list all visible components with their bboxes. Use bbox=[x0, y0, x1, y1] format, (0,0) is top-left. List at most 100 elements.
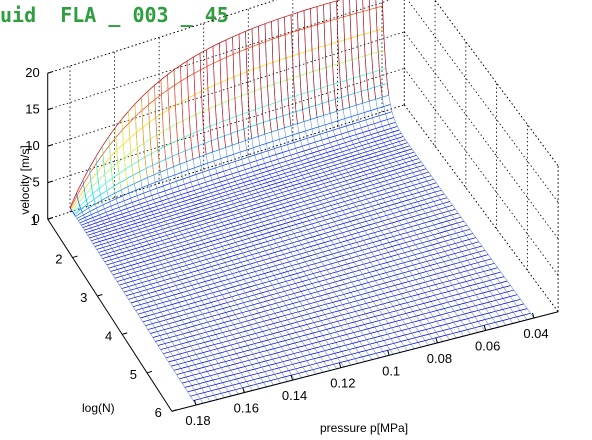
x-axis-line bbox=[171, 311, 559, 412]
grid-line bbox=[403, 104, 559, 313]
mesh-line bbox=[76, 193, 83, 213]
mesh-line bbox=[134, 103, 267, 388]
mesh-line bbox=[349, 0, 357, 106]
mesh-line bbox=[238, 34, 380, 359]
mesh-line bbox=[154, 85, 161, 173]
x-axis-label: pressure p[MPa] bbox=[320, 421, 408, 435]
mesh-line bbox=[225, 39, 233, 146]
mesh-line bbox=[102, 145, 109, 197]
x-tick-mark bbox=[290, 374, 294, 381]
mesh-line bbox=[147, 91, 281, 384]
mesh-line bbox=[121, 118, 253, 391]
mesh-line bbox=[193, 57, 200, 157]
mesh-line bbox=[303, 10, 311, 120]
grid-line bbox=[47, 0, 392, 111]
mesh-line bbox=[82, 179, 89, 209]
mesh-line bbox=[342, 0, 493, 330]
mesh-line bbox=[180, 65, 316, 375]
y-tick-label: 1 bbox=[30, 213, 37, 228]
y-axis-label: log(N) bbox=[82, 401, 115, 415]
box-edge bbox=[434, 0, 559, 167]
grid-line bbox=[407, 0, 559, 203]
x-tick-label: 0.16 bbox=[234, 401, 259, 416]
mesh-line bbox=[160, 79, 168, 170]
x-tick-mark bbox=[242, 387, 245, 393]
y-tick-mark bbox=[47, 217, 53, 220]
mesh-line bbox=[251, 28, 394, 355]
x-tick-mark bbox=[435, 337, 438, 344]
y-tick-mark bbox=[72, 255, 78, 259]
mesh-line bbox=[323, 4, 471, 335]
mesh-line bbox=[76, 193, 204, 404]
mesh-line bbox=[141, 97, 148, 178]
y-tick-mark bbox=[97, 293, 103, 297]
grid-line bbox=[47, 31, 405, 147]
mesh-line bbox=[115, 127, 246, 393]
z-tick-label: 10 bbox=[25, 138, 39, 153]
y-tick-label: 3 bbox=[80, 290, 87, 305]
z-axis-label: velocity [m/s] bbox=[18, 145, 32, 214]
mesh-line bbox=[108, 136, 116, 194]
mesh-line bbox=[95, 156, 102, 201]
mesh-line bbox=[219, 42, 226, 148]
mesh-line bbox=[108, 136, 239, 395]
mesh-line bbox=[382, 0, 390, 96]
mesh-line bbox=[303, 10, 450, 340]
mesh-line bbox=[95, 156, 225, 398]
mesh-line bbox=[310, 8, 457, 339]
mesh-line bbox=[258, 26, 266, 135]
mesh-line bbox=[251, 28, 259, 137]
x-tick-mark bbox=[387, 350, 390, 356]
mesh-line bbox=[199, 53, 207, 155]
mesh-line bbox=[342, 0, 350, 108]
grid-line bbox=[403, 31, 559, 240]
mesh-line bbox=[206, 49, 345, 368]
mesh-line bbox=[199, 53, 338, 369]
mesh-line bbox=[310, 8, 318, 118]
y-tick-label: 4 bbox=[105, 328, 112, 343]
x-tick-label: 0.18 bbox=[185, 413, 210, 428]
y-tick-mark bbox=[122, 332, 128, 335]
mesh-line bbox=[173, 69, 181, 165]
mesh-line bbox=[193, 57, 331, 371]
z-tick-label: 5 bbox=[32, 175, 39, 190]
chart-title: uid FLA _ 003 _ 45 bbox=[0, 3, 229, 27]
mesh-line bbox=[284, 16, 292, 126]
mesh-line bbox=[264, 23, 408, 351]
mesh-line bbox=[297, 12, 305, 122]
z-tick-label: 20 bbox=[25, 65, 39, 80]
mesh-line bbox=[277, 19, 285, 128]
mesh-line bbox=[147, 91, 155, 175]
tick-labels: 0 5 10 15 20 1 2 3 4 5 6 0.04 0.06 0.08 0.1 0.12 0.14 0.1… bbox=[25, 65, 548, 428]
mesh-line bbox=[134, 103, 142, 181]
mesh-line bbox=[284, 16, 429, 346]
x-tick-label: 0.1 bbox=[382, 363, 400, 378]
mesh-line bbox=[277, 19, 422, 348]
x-tick-mark bbox=[483, 325, 487, 331]
mesh-line bbox=[84, 129, 400, 231]
mesh-line bbox=[336, 0, 344, 110]
axis-lines bbox=[47, 73, 559, 412]
surface-mesh bbox=[69, 0, 535, 406]
y-tick-label: 2 bbox=[55, 252, 62, 267]
mesh-line bbox=[316, 6, 464, 337]
mesh-line bbox=[128, 111, 260, 389]
mesh-line bbox=[69, 207, 197, 406]
mesh-line bbox=[238, 34, 246, 141]
mesh-line bbox=[290, 14, 436, 344]
mesh-line bbox=[186, 61, 194, 160]
y-tick-label: 5 bbox=[130, 367, 137, 382]
mesh-line bbox=[89, 167, 96, 205]
z-tick-mark bbox=[47, 107, 53, 111]
mesh-line bbox=[362, 0, 370, 102]
grid-line bbox=[403, 68, 559, 276]
mesh-line bbox=[173, 69, 309, 377]
z-tick-label: 15 bbox=[25, 102, 39, 117]
mesh-line bbox=[349, 0, 500, 328]
mesh-line bbox=[115, 127, 122, 190]
z-tick-mark bbox=[47, 71, 53, 74]
mesh-line bbox=[362, 0, 514, 324]
mesh-line bbox=[141, 97, 274, 386]
mesh-line bbox=[102, 145, 232, 397]
mesh-line bbox=[323, 4, 331, 114]
